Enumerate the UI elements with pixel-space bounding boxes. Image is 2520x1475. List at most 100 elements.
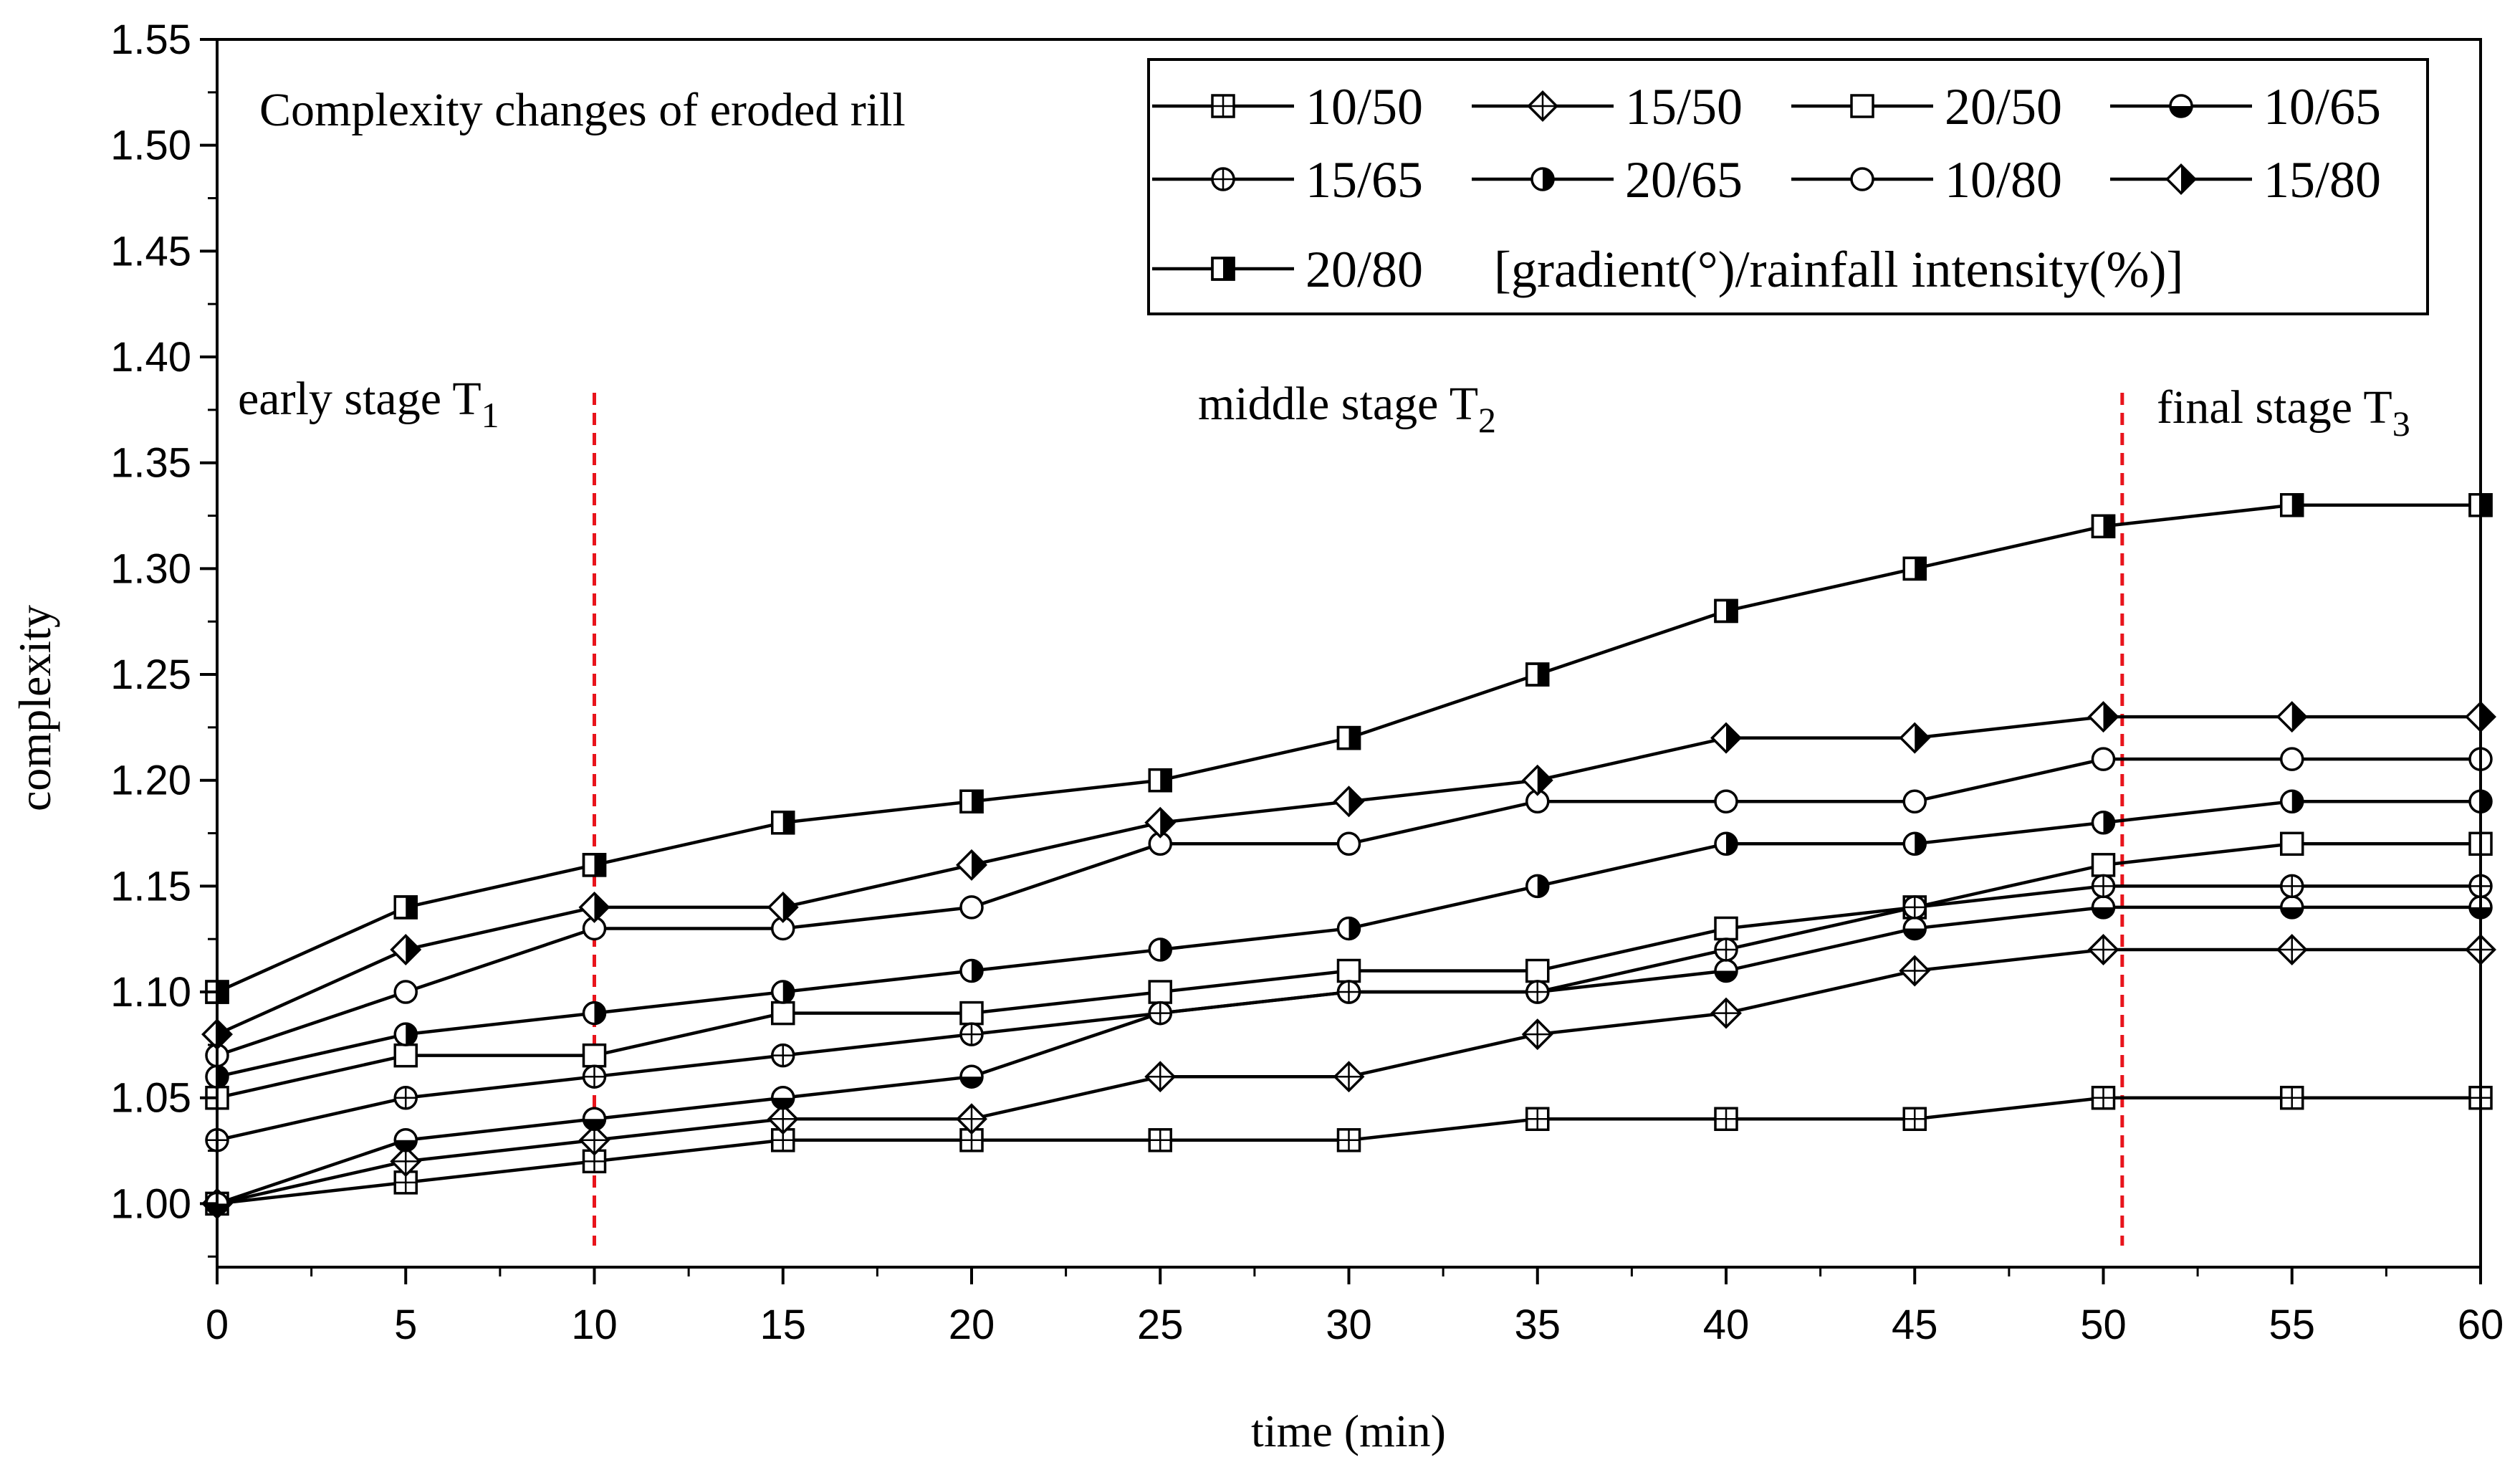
plot-series: [201, 493, 2496, 1220]
data-point-15-65: [582, 1064, 607, 1089]
data-point-20-65: [1525, 874, 1550, 899]
y-tick-label: 1.20: [110, 758, 191, 804]
legend-label: 10/50: [1305, 78, 1423, 135]
data-point-15-65: [1902, 895, 1927, 920]
data-point-10-50: [1336, 1128, 1361, 1152]
data-point-10-65: [771, 1085, 795, 1110]
legend-label: 15/50: [1625, 78, 1743, 135]
data-point-15-50: [1899, 955, 1931, 987]
data-point-20-80: [1336, 725, 1361, 750]
data-point-20-65: [582, 1001, 607, 1026]
legend-marker: [1211, 167, 1235, 191]
legend-item-15-65: 15/65: [1152, 151, 1423, 209]
data-point-20-50: [959, 1001, 984, 1026]
x-tick-label: 20: [949, 1302, 995, 1348]
data-point-15-65: [1525, 980, 1550, 1004]
data-point-20-50: [1148, 980, 1172, 1004]
stage-label-middle-text: middle stage T: [1198, 378, 1478, 430]
data-point-20-50: [2091, 853, 2116, 877]
data-point-15-80: [1710, 722, 1742, 754]
data-point-10-50: [1902, 1107, 1927, 1132]
data-point-20-65: [1714, 831, 1738, 856]
x-tick-label: 0: [206, 1302, 229, 1348]
data-point-15-50: [2276, 934, 2308, 965]
data-point-20-80: [1525, 662, 1550, 687]
legend-label: 15/80: [2263, 151, 2381, 209]
data-point-20-50: [1336, 958, 1361, 983]
y-tick-label: 1.45: [110, 228, 191, 275]
data-point-15-80: [578, 891, 610, 923]
series-15-80: [201, 701, 2496, 1051]
x-tick-label: 15: [760, 1302, 806, 1348]
y-tick-label: 1.55: [110, 16, 191, 63]
y-tick-label: 1.35: [110, 440, 191, 487]
y-axis-title: complexity: [9, 605, 60, 811]
legend-item-20-50: 20/50: [1791, 78, 2062, 135]
data-point-20-65: [1148, 937, 1172, 962]
legend-label: 15/65: [1305, 151, 1423, 209]
data-point-15-65: [2280, 874, 2304, 899]
data-point-20-65: [1336, 916, 1361, 941]
series-20-65: [205, 789, 2493, 1089]
data-point-15-80: [956, 849, 987, 881]
legend-box: [1147, 58, 2429, 315]
data-point-10-80: [1714, 789, 1738, 813]
legend-item-10-80: 10/80: [1791, 151, 2062, 209]
legend-item-10-50: 10/50: [1152, 78, 1423, 135]
y-tick-label: 1.00: [110, 1180, 191, 1227]
data-point-15-80: [767, 891, 799, 923]
data-point-20-80: [582, 853, 607, 877]
data-point-15-65: [1148, 1001, 1172, 1026]
x-tick-label: 35: [1514, 1302, 1561, 1348]
stage-label-middle-subscript: 2: [1478, 400, 1496, 440]
stage-label-final-text: final stage T: [2157, 381, 2392, 434]
data-point-20-65: [771, 980, 795, 1004]
data-point-20-65: [1902, 831, 1927, 856]
data-point-10-65: [1714, 958, 1738, 983]
data-point-15-50: [1521, 1018, 1553, 1051]
data-point-10-80: [2280, 747, 2304, 771]
legend-item-20-80: 20/80: [1152, 241, 1423, 298]
legend-label: 10/65: [2263, 78, 2381, 135]
x-tick-label: 10: [571, 1302, 618, 1348]
y-tick-label: 1.30: [110, 545, 191, 592]
legend-marker: [1530, 167, 1555, 191]
data-point-10-80: [2091, 747, 2116, 771]
legend-unit-label: [gradient(°)/rainfall intensity(%)]: [1494, 241, 2183, 298]
legend-marker: [2165, 163, 2197, 195]
data-point-15-50: [2087, 934, 2119, 965]
legend-item-10-65: 10/65: [2110, 78, 2381, 135]
data-point-15-50: [578, 1124, 610, 1156]
x-tick-label: 30: [1326, 1302, 1372, 1348]
legend-item-20-65: 20/65: [1472, 151, 1743, 209]
y-tick-label: 1.40: [110, 334, 191, 381]
legend-item-15-50: 15/50: [1472, 78, 1743, 135]
data-point-20-80: [1902, 556, 1927, 581]
data-point-15-50: [956, 1103, 987, 1135]
y-tick-label: 1.15: [110, 863, 191, 910]
data-point-15-65: [771, 1043, 795, 1068]
data-point-10-65: [393, 1128, 418, 1152]
x-axis-title: time (min): [1251, 1405, 1446, 1456]
data-point-20-80: [2280, 493, 2304, 517]
data-point-20-50: [1525, 958, 1550, 983]
data-point-10-50: [1714, 1107, 1738, 1132]
legend-marker: [1211, 257, 1235, 281]
legend-label: 20/80: [1305, 241, 1423, 298]
legend-marker: [1211, 94, 1235, 118]
data-point-15-50: [1710, 997, 1742, 1029]
data-point-15-50: [1333, 1061, 1365, 1093]
data-point-10-50: [2091, 1085, 2116, 1110]
legend: 10/50 15/50 20/50 10/65 15/65 20/65 10/80 15/80…: [1147, 58, 2429, 315]
data-point-10-80: [1336, 831, 1361, 856]
data-point-10-65: [959, 1064, 984, 1089]
data-point-20-65: [959, 958, 984, 983]
data-point-15-80: [1521, 764, 1553, 796]
data-point-20-65: [2091, 811, 2116, 835]
data-point-20-65: [2280, 789, 2304, 813]
data-point-15-65: [393, 1085, 418, 1110]
y-tick-label: 1.25: [110, 651, 191, 698]
data-point-10-65: [1902, 916, 1927, 941]
data-point-20-50: [393, 1043, 418, 1068]
